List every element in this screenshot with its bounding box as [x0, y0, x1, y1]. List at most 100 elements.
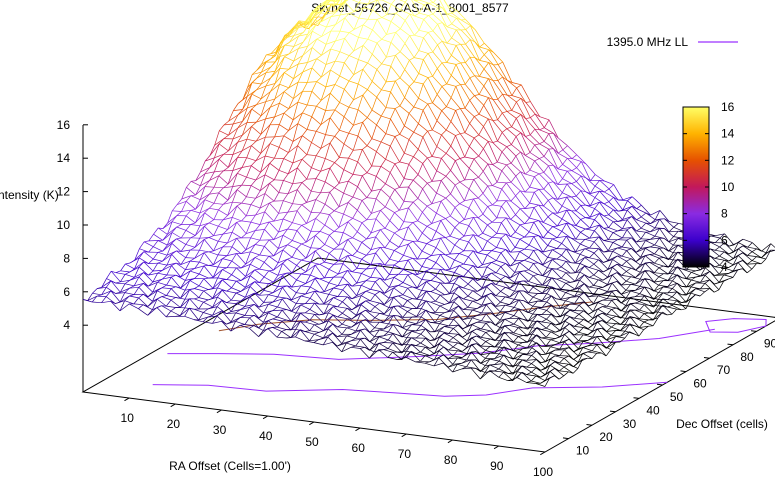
mesh-segment [376, 151, 386, 160]
mesh-segment [371, 81, 382, 91]
mesh-segment [510, 162, 521, 172]
mesh-segment [139, 241, 145, 249]
mesh-segment [547, 259, 553, 268]
mesh-segment [509, 290, 515, 298]
mesh-segment [393, 273, 399, 278]
mesh-segment [512, 371, 518, 381]
mesh-segment [278, 228, 288, 233]
mesh-segment [370, 236, 377, 250]
mesh-segment [320, 86, 327, 101]
mesh-segment [472, 265, 478, 269]
mesh-segment [597, 312, 603, 316]
mesh-segment [442, 40, 448, 44]
mesh-segment [700, 267, 706, 277]
mesh-segment [297, 182, 303, 190]
mesh-segment [289, 35, 299, 43]
mesh-segment [404, 69, 415, 83]
mesh-segment [398, 239, 404, 248]
mesh-segment [612, 255, 618, 260]
mesh-segment [644, 304, 649, 306]
mesh-segment [367, 54, 373, 64]
mesh-segment [580, 228, 586, 233]
mesh-segment [589, 247, 599, 249]
mesh-segment [433, 2, 443, 9]
mesh-segment [198, 312, 204, 321]
mesh-segment [486, 286, 497, 297]
mesh-segment [315, 155, 326, 159]
mesh-segment [273, 234, 284, 240]
mesh-segment [538, 220, 549, 233]
mesh-segment [339, 62, 345, 77]
mesh-segment [170, 299, 181, 308]
mesh-segment [353, 94, 363, 101]
mesh-segment [303, 21, 309, 25]
mesh-segment [277, 287, 283, 298]
mesh-segment [437, 62, 443, 69]
mesh-segment [365, 300, 376, 307]
mesh-segment [237, 109, 243, 116]
mesh-segment [358, 17, 368, 20]
mesh-segment [381, 34, 387, 40]
mesh-segment [384, 258, 390, 266]
mesh-segment [425, 309, 436, 323]
mesh-segment [242, 126, 252, 136]
mesh-segment [531, 371, 541, 378]
mesh-segment [529, 160, 535, 171]
mesh-segment [650, 219, 656, 224]
mesh-segment [291, 304, 301, 312]
mesh-segment [367, 89, 377, 98]
mesh-segment [434, 343, 440, 354]
mesh-segment [430, 291, 441, 296]
mesh-segment [450, 121, 461, 134]
mesh-segment [504, 331, 510, 334]
mesh-segment [297, 159, 303, 168]
mesh-segment [361, 200, 372, 214]
mesh-segment [719, 233, 725, 239]
mesh-segment [399, 207, 409, 211]
mesh-segment [316, 100, 322, 107]
mesh-segment [423, 37, 434, 53]
mesh-segment [357, 161, 368, 173]
mesh-segment [539, 127, 545, 131]
mesh-segment [189, 268, 195, 272]
mesh-segment [439, 326, 445, 332]
mesh-segment [133, 287, 140, 295]
mesh-segment [613, 209, 623, 220]
mesh-segment [308, 23, 314, 29]
mesh-segment [175, 274, 181, 278]
mesh-segment [394, 133, 400, 137]
mesh-segment [208, 222, 219, 227]
mesh-segment [320, 134, 326, 149]
mesh-segment [348, 99, 354, 108]
mesh-segment [296, 273, 302, 281]
mesh-segment [284, 42, 290, 46]
mesh-segment [552, 181, 563, 193]
mesh-segment [635, 295, 645, 298]
mesh-segment [217, 279, 223, 288]
mesh-segment [157, 281, 167, 286]
mesh-segment [578, 341, 584, 349]
mesh-segment [195, 186, 206, 196]
mesh-segment [214, 138, 225, 146]
mesh-segment [566, 235, 572, 239]
mesh-segment [236, 253, 246, 265]
mesh-segment [232, 184, 242, 187]
mesh-segment [468, 207, 479, 219]
mesh-segment [621, 239, 628, 248]
mesh-segment [383, 342, 393, 344]
mesh-segment [494, 370, 504, 373]
mesh-segment [408, 163, 419, 175]
mesh-segment [557, 218, 563, 227]
mesh-segment [515, 247, 525, 250]
mesh-segment [607, 251, 614, 261]
mesh-segment [365, 280, 376, 283]
mesh-segment [486, 292, 492, 297]
mesh-segment [356, 295, 362, 307]
mesh-segment [499, 319, 505, 328]
mesh-segment [181, 209, 191, 212]
mesh-segment [432, 129, 442, 136]
mesh-segment [398, 221, 405, 231]
mesh-segment [307, 47, 313, 63]
mesh-segment [525, 173, 535, 178]
mesh-segment [611, 307, 617, 310]
